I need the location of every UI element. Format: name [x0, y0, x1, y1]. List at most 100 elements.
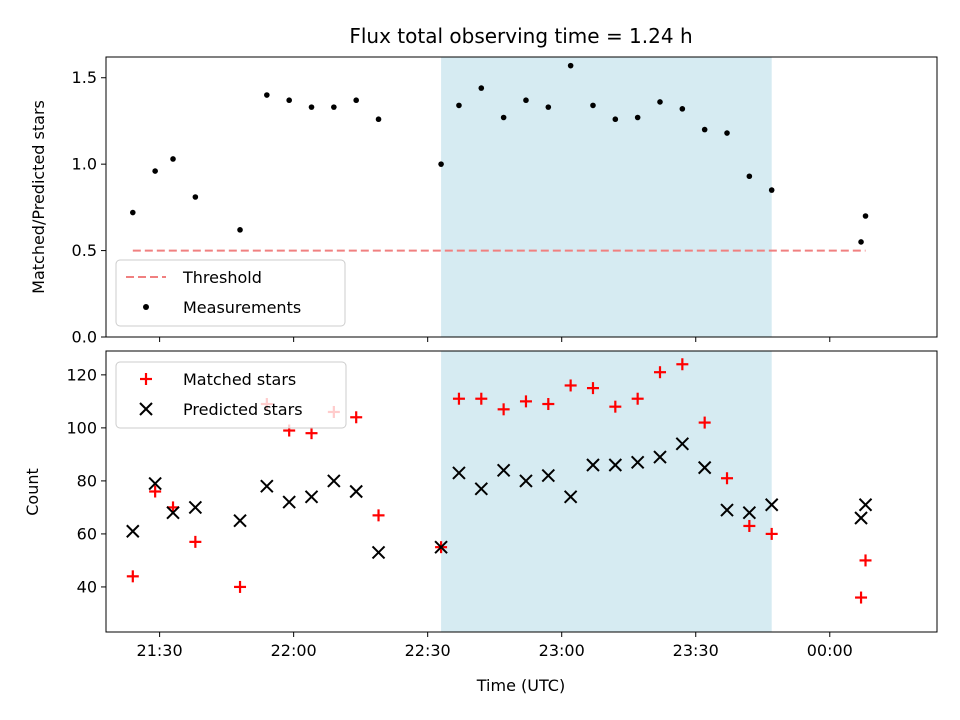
predicted-star-point: [371, 545, 386, 560]
matched-star-point: [609, 400, 622, 413]
measurement-point: [657, 99, 663, 105]
measurement-point: [170, 156, 176, 162]
predicted-star-point: [496, 463, 511, 477]
matched-star-point: [859, 554, 872, 567]
measurement-point: [152, 168, 158, 174]
measurement-point: [478, 85, 485, 91]
x-tick-label: 22:30: [405, 641, 451, 660]
bottom-panel: 40 60 80 100 120 21:30 22:00 22:30 23:00 23:30 00…: [23, 350, 938, 695]
matched-star-point: [765, 527, 778, 540]
measurement-point: [264, 92, 270, 98]
matched-star-point: [519, 395, 532, 408]
predicted-star-point: [720, 503, 734, 517]
measurement-point: [523, 97, 529, 104]
bottom-x-ticks: 21:30 22:00 22:30 23:00 23:30 00:00: [137, 632, 853, 660]
bottom-y-ticks: 40 60 80 100 120: [66, 365, 106, 596]
matched-star-point: [350, 411, 363, 424]
matched-star-point: [475, 392, 488, 405]
top-panel: 0.0 0.5 1.0 1.5 Matched/Predicted stars Thr…: [29, 56, 938, 347]
matched-star-point: [452, 392, 465, 405]
matched-star-point: [149, 485, 162, 498]
measurement-point: [438, 161, 444, 167]
legend-matched-swatch: [140, 373, 152, 385]
predicted-star-point: [563, 490, 578, 504]
shaded-span-rect: [441, 351, 772, 632]
matched-star-point: [305, 427, 318, 440]
matched-star-point: [564, 379, 577, 392]
top-y-axis-label: Matched/Predicted stars: [29, 100, 48, 294]
measurement-point: [567, 62, 574, 69]
bottom-legend-box: [115, 361, 347, 429]
predicted-stars-points: [126, 437, 873, 560]
predicted-star-point: [452, 466, 466, 480]
x-axis-label: Time (UTC): [476, 676, 565, 695]
top-y-ticks: 0.0 0.5 1.0 1.5: [72, 68, 106, 347]
legend-predicted-label: Predicted stars: [183, 400, 303, 419]
legend-predicted-swatch: [139, 402, 153, 416]
predicted-star-point: [126, 524, 140, 538]
predicted-star-point: [630, 455, 645, 470]
predicted-star-point: [327, 474, 341, 488]
measurement-point: [746, 173, 753, 180]
measurement-point: [634, 114, 641, 121]
top-x-ticks: [159, 337, 831, 342]
measurement-point: [130, 209, 136, 216]
measurement-point: [375, 116, 382, 123]
predicted-star-point: [474, 482, 488, 496]
bottom-shaded-span: [441, 351, 772, 632]
chart-title: Flux total observing time = 1.24 h: [349, 24, 692, 48]
measurement-point: [237, 227, 243, 233]
matched-star-point: [372, 509, 385, 522]
predicted-star-point: [653, 450, 667, 464]
bottom-y-tick-label: 120: [66, 365, 97, 384]
legend-measurements-label: Measurements: [183, 298, 301, 317]
predicted-star-point: [260, 479, 274, 493]
measurement-point: [286, 97, 292, 104]
predicted-star-point: [858, 498, 873, 512]
matched-star-point: [855, 591, 868, 604]
top-y-tick-label: 0.0: [72, 328, 97, 347]
legend-threshold-label: Threshold: [182, 268, 262, 287]
predicted-star-point: [188, 500, 203, 515]
bottom-y-tick-label: 80: [77, 471, 97, 490]
predicted-star-point: [541, 468, 556, 483]
measurement-point: [353, 97, 359, 104]
measurement-point: [701, 126, 708, 133]
x-tick-label: 22:00: [271, 641, 317, 660]
top-y-tick-label: 0.5: [72, 241, 97, 260]
matched-star-point: [631, 392, 644, 405]
x-tick-label: 23:00: [539, 641, 585, 660]
x-tick-label: 23:30: [673, 641, 719, 660]
predicted-star-point: [148, 476, 162, 491]
matched-star-point: [189, 535, 202, 548]
top-shaded-span: [441, 57, 772, 337]
measurement-point: [862, 213, 869, 219]
bottom-y-tick-label: 40: [77, 577, 97, 596]
legend-measurements-swatch: [143, 304, 149, 310]
measurement-point: [612, 116, 619, 123]
matched-star-point: [586, 382, 599, 395]
predicted-star-point: [233, 513, 247, 528]
x-tick-label: 00:00: [807, 641, 853, 660]
predicted-star-point: [697, 460, 712, 475]
predicted-star-point: [675, 437, 690, 451]
measurement-point: [768, 187, 775, 193]
measurement-point: [858, 239, 864, 245]
matched-star-point: [676, 358, 689, 371]
predicted-star-point: [349, 484, 363, 499]
measurement-point: [545, 104, 552, 110]
matched-star-point: [126, 570, 139, 583]
matched-star-point: [234, 580, 247, 593]
measurement-point: [500, 114, 507, 121]
predicted-star-point: [166, 506, 180, 520]
predicted-star-point: [608, 458, 623, 472]
predicted-star-point: [764, 498, 779, 512]
measurement-point: [590, 102, 596, 109]
matched-stars-points: [126, 358, 872, 604]
top-y-tick-label: 1.5: [72, 68, 97, 87]
measurement-point: [192, 194, 199, 200]
matched-star-point: [497, 403, 510, 416]
bottom-legend: Matched stars Predicted stars: [115, 361, 347, 429]
shaded-span-rect: [441, 57, 772, 337]
top-y-tick-label: 1.0: [72, 155, 97, 174]
